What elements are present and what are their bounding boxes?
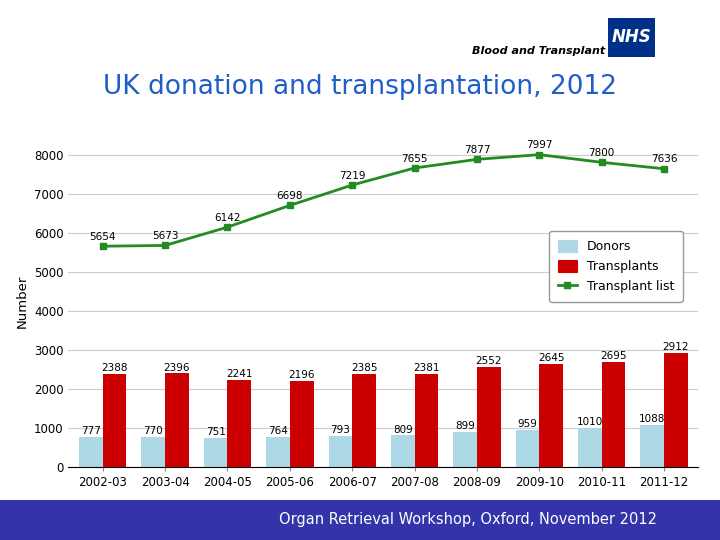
Text: 2196: 2196 [289,370,315,380]
Bar [290,381,313,467]
Text: 809: 809 [393,424,413,435]
Text: 764: 764 [268,426,288,436]
Text: 1088: 1088 [639,414,665,423]
Bar [415,374,438,467]
Text: 2241: 2241 [226,369,253,379]
Text: 5654: 5654 [89,232,116,242]
Text: 2381: 2381 [413,363,440,373]
Bar [640,424,664,467]
Text: 7877: 7877 [464,145,490,155]
Text: 2695: 2695 [600,351,627,361]
Bar [204,438,228,467]
Text: 793: 793 [330,425,351,435]
Bar [228,380,251,467]
Legend: Donors, Transplants, Transplant list: Donors, Transplants, Transplant list [549,231,683,302]
Text: 7997: 7997 [526,140,552,150]
Text: 2552: 2552 [476,356,502,367]
Bar [79,437,103,467]
Text: UK donation and transplantation, 2012: UK donation and transplantation, 2012 [103,74,617,100]
Bar [477,367,500,467]
Text: 6698: 6698 [276,191,303,201]
Text: Blood and Transplant: Blood and Transplant [472,46,605,56]
Bar [516,430,539,467]
Bar [165,374,189,467]
Bar [578,428,602,467]
Text: 2385: 2385 [351,363,377,373]
Bar [266,437,290,467]
Bar [664,353,688,467]
Text: 2912: 2912 [662,342,689,352]
Text: 7636: 7636 [651,154,678,165]
Text: 7219: 7219 [339,171,366,181]
Y-axis label: Number: Number [15,274,28,328]
Text: 899: 899 [455,421,475,431]
Text: 770: 770 [143,426,163,436]
Bar [352,374,376,467]
Text: 1010: 1010 [577,417,603,427]
Bar [103,374,127,467]
Text: 2645: 2645 [538,353,564,363]
Text: 5673: 5673 [152,231,179,241]
Text: 959: 959 [518,418,537,429]
Text: 6142: 6142 [215,213,240,223]
Text: 7655: 7655 [401,154,428,164]
Bar [141,437,165,467]
Text: 777: 777 [81,426,101,436]
Text: NHS: NHS [612,28,652,46]
Text: 751: 751 [206,427,225,437]
Bar [602,362,626,467]
Text: 2396: 2396 [163,362,190,373]
Text: 7800: 7800 [588,148,615,158]
Bar [328,436,352,467]
Text: 2388: 2388 [102,363,128,373]
Bar [454,432,477,467]
Bar [539,364,563,467]
Text: Organ Retrieval Workshop, Oxford, November 2012: Organ Retrieval Workshop, Oxford, Novemb… [279,512,657,527]
Bar [391,435,415,467]
